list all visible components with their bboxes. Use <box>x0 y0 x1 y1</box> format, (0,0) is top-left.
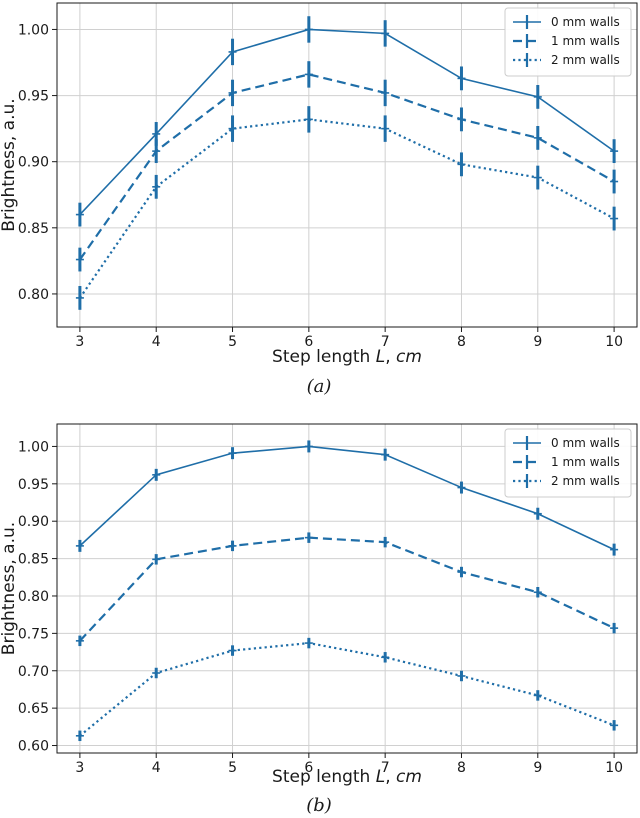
chart-b-y-tick-label: 0.60 <box>18 739 49 755</box>
chart-a-x-tick-label: 8 <box>457 334 466 350</box>
chart-b-x-axis-label-part: , <box>385 767 396 787</box>
chart-a-y-tick-label: 0.80 <box>18 287 49 303</box>
chart-a-y-tick-label: 0.95 <box>18 89 49 105</box>
chart-b-y-tick-label: 0.80 <box>18 589 49 605</box>
chart-a-x-tick-label: 3 <box>75 334 84 350</box>
chart-a-panel-caption: (a) <box>307 376 332 397</box>
chart-a-x-axis-label-part: Step length <box>272 347 376 367</box>
chart-b-y-tick-label: 0.85 <box>18 552 49 568</box>
chart-b-x-tick-label: 7 <box>381 760 390 776</box>
chart-a-x-axis-label-part: cm <box>396 347 422 367</box>
chart-b-x-tick-label: 4 <box>152 760 161 776</box>
chart-b-x-axis-label-part: cm <box>396 767 422 787</box>
chart-b-series-line-dotted <box>79 641 615 737</box>
chart-a-y-axis-label: Brightness, a.u. <box>0 98 19 231</box>
chart-b-legend-label: 2 mm walls <box>551 474 620 488</box>
chart-a-x-axis-label-part: , <box>385 347 396 367</box>
panel-a-chart: 3 4 5 6 7 8 9 10 0.80 0.85 0.90 0.95 1.00 0 mm walls 1… <box>0 2 638 397</box>
chart-a-series-line-dashed <box>78 73 615 261</box>
chart-b-legend-label: 1 mm walls <box>551 455 620 469</box>
chart-b-x-tick-label: 6 <box>304 760 313 776</box>
chart-b-y-tick-label: 0.75 <box>18 626 49 642</box>
chart-b-x-tick-label: 5 <box>228 760 237 776</box>
chart-a-x-tick-label: 7 <box>381 334 390 350</box>
chart-b-y-tick-label: 0.90 <box>18 514 49 530</box>
panel-b-chart: 3 4 5 6 7 8 9 10 0.60 0.65 0.70 0.75 0.80 0.85 0.90 0.9… <box>0 423 638 816</box>
chart-b-series-line-dashed <box>79 536 615 642</box>
chart-a-plot-frame <box>56 2 638 328</box>
chart-b-plot-frame <box>56 423 638 754</box>
chart-a-legend-label: 1 mm walls <box>551 34 620 48</box>
chart-a-y-tick-label: 0.85 <box>18 221 49 237</box>
chart-a-y-tick-label: 1.00 <box>18 22 49 38</box>
chart-a-x-tick-label: 6 <box>304 334 313 350</box>
chart-b-y-tick-label: 0.65 <box>18 701 49 717</box>
chart-b-panel-caption: (b) <box>306 795 332 816</box>
chart-a-x-tick-label: 9 <box>533 334 542 350</box>
chart-a-y-tick-label: 0.90 <box>18 155 49 171</box>
chart-b-x-axis-label-part: Step length <box>272 767 376 787</box>
chart-b-x-tick-label: 8 <box>457 760 466 776</box>
chart-a-x-tick-label: 5 <box>228 334 237 350</box>
chart-a-legend-label: 2 mm walls <box>551 53 620 67</box>
chart-b-y-tick-label: 0.70 <box>18 664 49 680</box>
chart-b-legend-label: 0 mm walls <box>551 436 620 450</box>
chart-a-x-axis-label-part: L <box>376 347 385 367</box>
chart-b-y-tick-label: 1.00 <box>18 439 49 455</box>
chart-a-x-tick-label: 4 <box>152 334 161 350</box>
chart-b-x-tick-label: 9 <box>533 760 542 776</box>
chart-b-y-axis-label: Brightness, a.u. <box>0 522 19 655</box>
chart-b-series-line-solid <box>79 445 615 551</box>
chart-a-series-line-solid <box>79 28 615 216</box>
chart-a-legend-label: 0 mm walls <box>551 15 620 29</box>
chart-b-x-tick-label: 10 <box>605 760 623 776</box>
chart-b-x-tick-label: 3 <box>75 760 84 776</box>
chart-a-x-tick-label: 10 <box>605 334 623 350</box>
chart-a-x-axis-label: Step length L, cm <box>272 347 422 367</box>
chart-b-x-axis-label: Step length L, cm <box>272 767 422 787</box>
chart-b-y-tick-label: 0.95 <box>18 477 49 493</box>
chart-a-series-line-dotted <box>78 118 615 299</box>
chart-b-x-axis-label-part: L <box>376 767 385 787</box>
